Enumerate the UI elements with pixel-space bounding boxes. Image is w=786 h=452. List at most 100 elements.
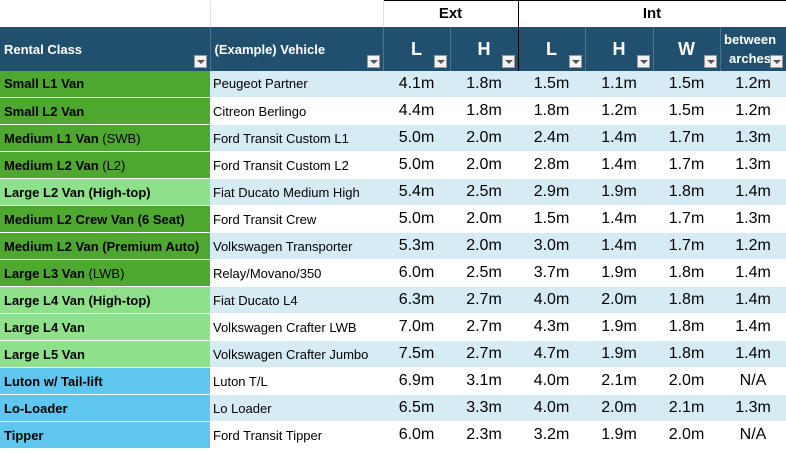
cell-int-width[interactable]: 1.5m (653, 70, 720, 98)
cell-between-arches[interactable]: 1.2m (720, 70, 786, 98)
filter-dropdown-icon[interactable] (501, 54, 515, 68)
cell-vehicle[interactable]: Ford Transit Custom L2 (210, 151, 383, 179)
cell-int-width[interactable]: 2.1m (653, 394, 720, 422)
cell-ext-length[interactable]: 5.4m (383, 178, 450, 206)
cell-int-width[interactable]: 1.8m (653, 286, 720, 314)
cell-ext-length[interactable]: 4.4m (383, 97, 450, 125)
cell-between-arches[interactable]: 1.4m (720, 286, 786, 314)
cell-int-width[interactable]: 1.8m (653, 259, 720, 287)
cell-ext-height[interactable]: 2.0m (450, 151, 518, 179)
cell-int-width[interactable]: 1.8m (653, 340, 720, 368)
cell-ext-length[interactable]: 6.0m (383, 259, 450, 287)
cell-rental-class[interactable]: Large L4 Van (High-top) (0, 286, 210, 314)
cell-int-width[interactable]: 1.8m (653, 313, 720, 341)
cell-rental-class[interactable]: Tipper (0, 421, 210, 449)
cell-int-height[interactable]: 2.0m (585, 394, 653, 422)
cell-ext-height[interactable]: 1.8m (450, 70, 518, 98)
cell-rental-class[interactable]: Medium L1 Van (SWB) (0, 124, 210, 152)
cell-vehicle[interactable]: Fiat Ducato Medium High (210, 178, 383, 206)
cell-ext-height[interactable]: 2.0m (450, 124, 518, 152)
header-ext-height[interactable]: H (450, 26, 519, 71)
cell-vehicle[interactable]: Luton T/L (210, 367, 383, 395)
cell-vehicle[interactable]: Ford Transit Custom L1 (210, 124, 383, 152)
header-vehicle[interactable]: (Example) Vehicle (210, 26, 384, 71)
cell-vehicle[interactable]: Relay/Movano/350 (210, 259, 383, 287)
cell-ext-length[interactable]: 5.0m (383, 151, 450, 179)
cell-int-height[interactable]: 1.1m (585, 70, 653, 98)
cell-ext-height[interactable]: 2.3m (450, 421, 518, 449)
cell-rental-class[interactable]: Medium L2 Crew Van (6 Seat) (0, 205, 210, 233)
header-int-length[interactable]: L (518, 26, 586, 71)
cell-between-arches[interactable]: 1.4m (720, 178, 786, 206)
cell-ext-height[interactable]: 2.0m (450, 205, 518, 233)
cell-int-height[interactable]: 1.9m (585, 421, 653, 449)
cell-rental-class[interactable]: Lo-Loader (0, 394, 210, 422)
cell-int-height[interactable]: 2.1m (585, 367, 653, 395)
cell-vehicle[interactable]: Volkswagen Transporter (210, 232, 383, 260)
cell-ext-length[interactable]: 6.9m (383, 367, 450, 395)
cell-ext-length[interactable]: 6.3m (383, 286, 450, 314)
cell-vehicle[interactable]: Peugeot Partner (210, 70, 383, 98)
header-rental-class[interactable]: Rental Class (0, 26, 211, 71)
cell-rental-class[interactable]: Luton w/ Tail-lift (0, 367, 210, 395)
cell-ext-length[interactable]: 5.0m (383, 124, 450, 152)
cell-int-length[interactable]: 4.0m (518, 367, 585, 395)
cell-vehicle[interactable]: Lo Loader (210, 394, 383, 422)
cell-ext-length[interactable]: 5.0m (383, 205, 450, 233)
blank-cell[interactable] (0, 0, 211, 27)
cell-int-length[interactable]: 4.3m (518, 313, 585, 341)
blank-cell[interactable] (210, 0, 384, 27)
cell-between-arches[interactable]: 1.3m (720, 394, 786, 422)
cell-rental-class[interactable]: Small L1 Van (0, 70, 210, 98)
filter-dropdown-icon[interactable] (636, 54, 650, 68)
cell-int-width[interactable]: 1.7m (653, 124, 720, 152)
cell-between-arches[interactable]: 1.3m (720, 124, 786, 152)
cell-between-arches[interactable]: N/A (720, 367, 786, 395)
header-int-height[interactable]: H (585, 26, 654, 71)
cell-int-length[interactable]: 2.9m (518, 178, 585, 206)
cell-int-height[interactable]: 1.9m (585, 259, 653, 287)
header-int-width[interactable]: W (653, 26, 721, 71)
cell-vehicle[interactable]: Ford Transit Tipper (210, 421, 383, 449)
cell-int-length[interactable]: 2.4m (518, 124, 585, 152)
cell-ext-height[interactable]: 2.7m (450, 286, 518, 314)
cell-int-height[interactable]: 1.2m (585, 97, 653, 125)
cell-ext-height[interactable]: 2.0m (450, 232, 518, 260)
cell-rental-class[interactable]: Large L2 Van (High-top) (0, 178, 210, 206)
cell-int-length[interactable]: 3.2m (518, 421, 585, 449)
cell-int-length[interactable]: 3.7m (518, 259, 585, 287)
cell-rental-class[interactable]: Large L3 Van (LWB) (0, 259, 210, 287)
cell-vehicle[interactable]: Volkswagen Crafter LWB (210, 313, 383, 341)
cell-int-length[interactable]: 2.8m (518, 151, 585, 179)
header-ext-length[interactable]: L (382, 26, 451, 71)
cell-vehicle[interactable]: Citreon Berlingo (210, 97, 383, 125)
cell-int-width[interactable]: 1.5m (653, 97, 720, 125)
cell-int-width[interactable]: 1.7m (653, 232, 720, 260)
filter-dropdown-icon[interactable] (193, 54, 207, 68)
group-header-int[interactable]: Int (517, 0, 786, 27)
cell-between-arches[interactable]: N/A (720, 421, 786, 449)
cell-between-arches[interactable]: 1.3m (720, 151, 786, 179)
cell-int-height[interactable]: 1.9m (585, 313, 653, 341)
cell-vehicle[interactable]: Fiat Ducato L4 (210, 286, 383, 314)
cell-rental-class[interactable]: Medium L2 Van (Premium Auto) (0, 232, 210, 260)
cell-between-arches[interactable]: 1.3m (720, 205, 786, 233)
cell-between-arches[interactable]: 1.4m (720, 259, 786, 287)
cell-ext-height[interactable]: 3.3m (450, 394, 518, 422)
cell-ext-length[interactable]: 4.1m (383, 70, 450, 98)
cell-ext-height[interactable]: 1.8m (450, 97, 518, 125)
cell-int-width[interactable]: 2.0m (653, 367, 720, 395)
cell-int-height[interactable]: 1.9m (585, 340, 653, 368)
cell-rental-class[interactable]: Small L2 Van (0, 97, 210, 125)
cell-int-length[interactable]: 4.0m (518, 394, 585, 422)
filter-dropdown-icon[interactable] (433, 54, 447, 68)
cell-int-height[interactable]: 1.4m (585, 151, 653, 179)
cell-int-width[interactable]: 1.8m (653, 178, 720, 206)
cell-ext-height[interactable]: 3.1m (450, 367, 518, 395)
cell-int-width[interactable]: 2.0m (653, 421, 720, 449)
cell-ext-length[interactable]: 6.0m (383, 421, 450, 449)
cell-vehicle[interactable]: Ford Transit Crew (210, 205, 383, 233)
cell-int-length[interactable]: 1.5m (518, 70, 585, 98)
cell-ext-height[interactable]: 2.7m (450, 313, 518, 341)
cell-vehicle[interactable]: Volkswagen Crafter Jumbo (210, 340, 383, 368)
